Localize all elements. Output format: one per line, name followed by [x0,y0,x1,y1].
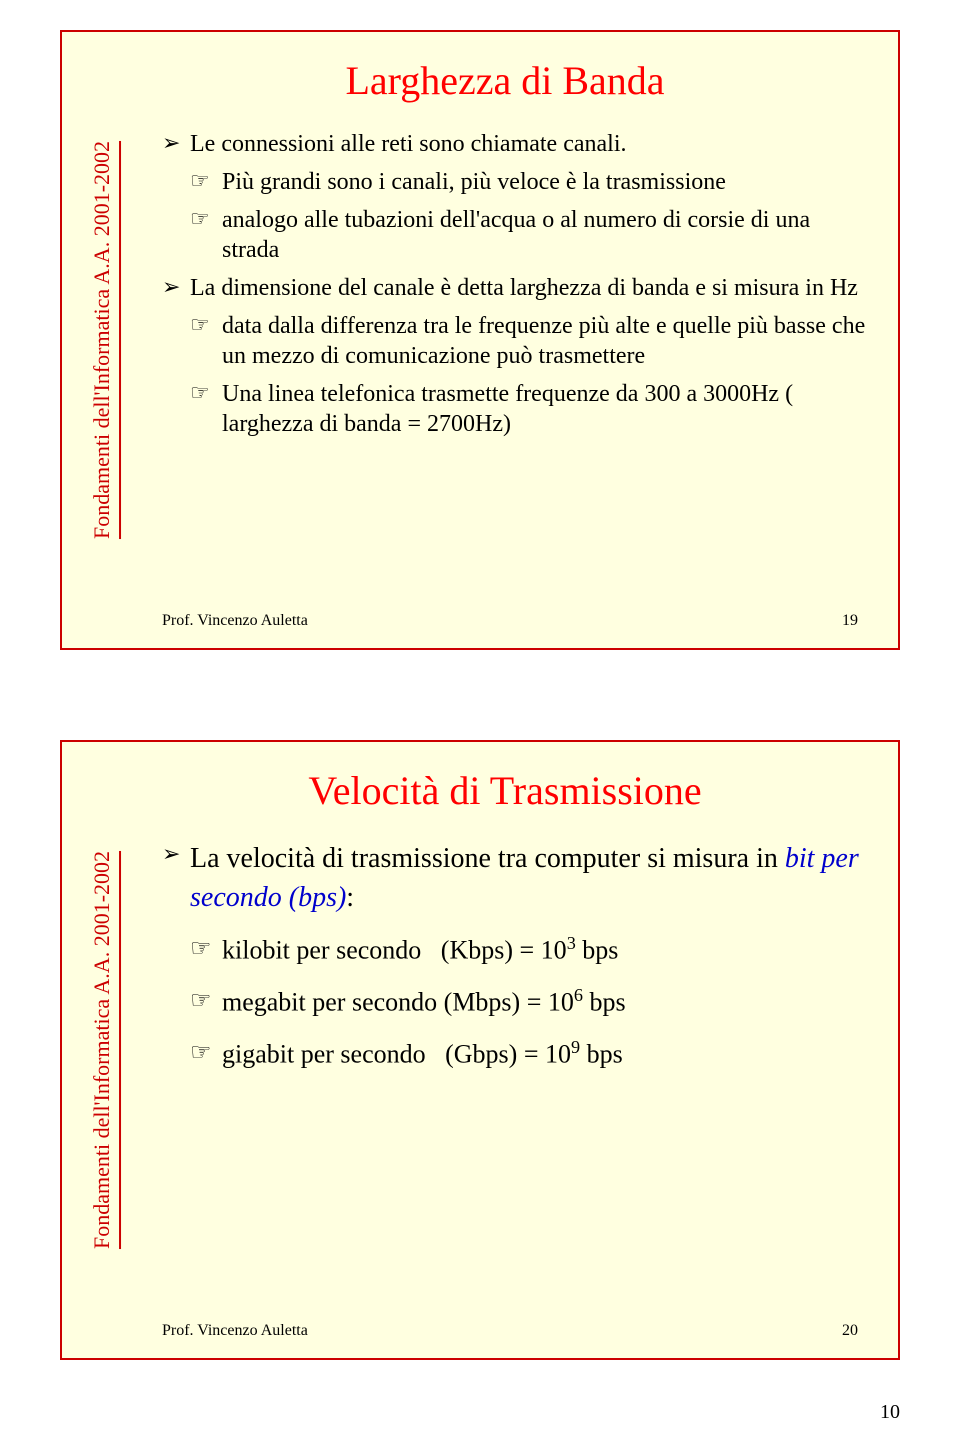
unit-abbr: (Mbps) [444,988,521,1017]
sidebar: Fondamenti dell'Informatica A.A. 2001-20… [82,32,122,648]
unit-eq: = 10 [517,1040,571,1069]
page: Fondamenti dell'Informatica A.A. 2001-20… [0,0,960,1454]
unit-name: megabit per secondo [222,988,437,1017]
slide-speed: Fondamenti dell'Informatica A.A. 2001-20… [60,740,900,1360]
sidebar-text: Fondamenti dell'Informatica A.A. 2001-20… [89,851,115,1249]
unit-row: megabit per secondo (Mbps) = 106 bps [190,983,868,1021]
unit-row: kilobit per secondo (Kbps) = 103 bps [190,931,868,969]
bullet-intro: La velocità di trasmissione tra computer… [162,839,868,917]
unit-eq: = 10 [520,988,574,1017]
unit-eq: = 10 [513,936,567,965]
slide-title: Velocità di Trasmissione [152,767,858,814]
slide-bandwidth: Fondamenti dell'Informatica A.A. 2001-20… [60,30,900,650]
bullet: Più grandi sono i canali, più veloce è l… [190,167,868,197]
unit-tail: bps [580,1040,623,1069]
unit-abbr: (Gbps) [445,1040,517,1069]
bullet: La dimensione del canale è detta larghez… [162,273,868,303]
unit-exp: 9 [571,1037,580,1057]
footer-author: Prof. Vincenzo Auletta [162,1322,308,1340]
unit-name: kilobit per secondo [222,936,421,965]
bullet: Una linea telefonica trasmette frequenze… [190,379,868,439]
intro-prefix: La velocità di trasmissione tra computer… [190,843,785,874]
slide-title: Larghezza di Banda [152,57,858,104]
footer-slide-number: 19 [842,612,858,630]
unit-tail: bps [583,988,626,1017]
page-number: 10 [880,1401,900,1424]
sidebar: Fondamenti dell'Informatica A.A. 2001-20… [82,742,122,1358]
unit-exp: 3 [567,933,576,953]
slide-footer: Prof. Vincenzo Auletta 19 [162,612,858,630]
footer-author: Prof. Vincenzo Auletta [162,612,308,630]
footer-slide-number: 20 [842,1322,858,1340]
intro-suffix: : [346,882,354,913]
unit-row: gigabit per secondo (Gbps) = 109 bps [190,1035,868,1073]
bullet: analogo alle tubazioni dell'acqua o al n… [190,205,868,265]
slide-content: Le connessioni alle reti sono chiamate c… [162,129,868,439]
sidebar-text: Fondamenti dell'Informatica A.A. 2001-20… [89,141,115,539]
slide-content: La velocità di trasmissione tra computer… [162,839,868,1074]
unit-tail: bps [576,936,619,965]
unit-exp: 6 [574,985,583,1005]
slide-footer: Prof. Vincenzo Auletta 20 [162,1322,858,1340]
unit-abbr: (Kbps) [441,936,513,965]
unit-name: gigabit per secondo [222,1040,426,1069]
bullet: Le connessioni alle reti sono chiamate c… [162,129,868,159]
bullet: data dalla differenza tra le frequenze p… [190,311,868,371]
